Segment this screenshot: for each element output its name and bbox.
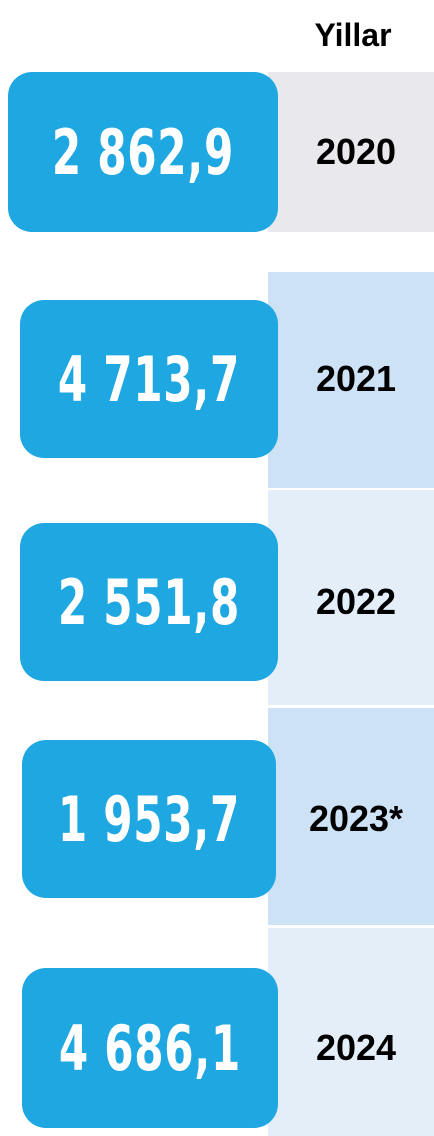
- value: 2 551,8: [57, 565, 241, 639]
- row-background: [268, 490, 434, 705]
- value-box: 4 686,1: [22, 968, 278, 1128]
- value-box: 2 551,8: [20, 523, 278, 681]
- value: 2 862,9: [51, 115, 235, 189]
- value-box: 2 862,9: [8, 72, 278, 232]
- value-box: 1 953,7: [22, 740, 276, 898]
- header-title: Yillar: [314, 17, 392, 53]
- value-box: 4 713,7: [20, 300, 278, 458]
- year: 2023*: [308, 798, 404, 839]
- year: 2021: [315, 358, 397, 399]
- year: 2020: [315, 131, 397, 172]
- row-background: [268, 708, 434, 925]
- year: 2024: [315, 1027, 397, 1068]
- value: 4 686,1: [58, 1011, 242, 1085]
- row-background: [268, 272, 434, 488]
- year: 2022: [315, 581, 397, 622]
- value: 4 713,7: [57, 342, 241, 416]
- row-background: [268, 928, 434, 1136]
- row-background: [268, 72, 434, 232]
- value: 1 953,7: [57, 782, 241, 856]
